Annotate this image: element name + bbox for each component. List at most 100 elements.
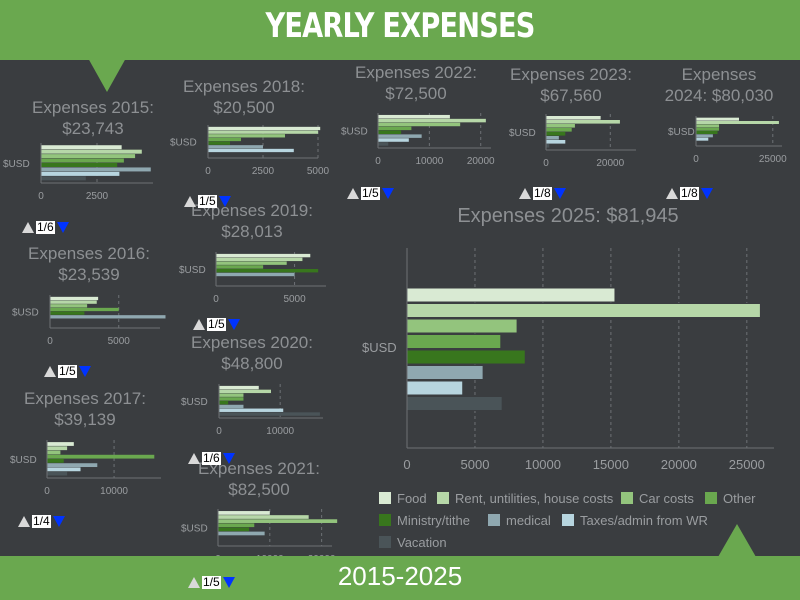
legend-swatch <box>562 514 574 526</box>
pager-prev-icon[interactable] <box>193 319 205 331</box>
x-tick-label: 5000 <box>283 294 306 305</box>
bar-vacation <box>378 142 389 146</box>
chart-title: Expenses 2015: <box>32 98 154 117</box>
pager-count: 1/8 <box>680 186 699 201</box>
chart-pager: 1/5 <box>347 186 394 201</box>
pager-count: 1/5 <box>202 575 221 590</box>
chart-title: $23,743 <box>62 119 123 138</box>
legend-swatch <box>379 514 391 526</box>
y-axis-label: $USD <box>179 265 206 276</box>
y-axis-label: $USD <box>170 138 197 149</box>
pager-next-icon[interactable] <box>381 188 394 200</box>
chart-title: Expenses 2016: <box>28 244 150 263</box>
y-axis-label: $USD <box>12 308 39 319</box>
bar-rent-untilities-house-costs <box>219 389 271 394</box>
chart-title: Expenses 2020: <box>191 333 313 352</box>
pager-count: 1/5 <box>361 186 380 201</box>
x-tick-label: 5000 <box>461 457 490 472</box>
y-axis-label: $USD <box>509 128 536 139</box>
bar-medical <box>406 365 484 380</box>
bar-other <box>208 137 241 142</box>
pager-prev-icon[interactable] <box>519 188 531 200</box>
bar-medical <box>696 134 713 138</box>
chart-pager: 1/5 <box>188 575 235 590</box>
footer-banner <box>0 556 800 600</box>
pager-count: 1/5 <box>198 194 217 209</box>
footer-pointer <box>718 524 756 557</box>
header-pointer <box>88 58 126 92</box>
bar-vacation <box>41 176 86 181</box>
pager-next-icon[interactable] <box>222 453 235 465</box>
bar-food <box>208 126 321 131</box>
bar-rent-untilities-house-costs <box>216 257 303 262</box>
bar-medical <box>219 404 244 409</box>
pager-next-icon[interactable] <box>52 516 65 528</box>
bar-other <box>41 158 124 163</box>
bar-car-costs <box>406 318 518 334</box>
pager-next-icon[interactable] <box>78 366 91 378</box>
bar-car-costs <box>218 519 338 523</box>
bar-ministry-tithe <box>41 163 118 167</box>
x-tick-label: 10000 <box>100 486 128 497</box>
pager-next-icon[interactable] <box>700 188 713 200</box>
y-axis-label: $USD <box>3 159 30 170</box>
legend-label: Car costs <box>639 491 694 506</box>
chart-title: Expenses 2022: <box>355 63 477 82</box>
bar-ministry-tithe <box>218 527 250 532</box>
bar-food <box>546 116 601 120</box>
legend-swatch <box>437 492 449 504</box>
x-tick-label: 0 <box>47 336 53 347</box>
x-tick-label: 10000 <box>266 426 294 437</box>
pager-next-icon[interactable] <box>218 196 231 208</box>
x-tick-label: 20000 <box>467 156 495 167</box>
x-tick-label: 2500 <box>86 191 109 202</box>
pager-prev-icon[interactable] <box>666 188 678 200</box>
bar-ministry-tithe <box>208 141 230 145</box>
bar-taxes-admin-from-wr <box>546 140 566 144</box>
pager-prev-icon[interactable] <box>188 453 200 465</box>
pager-prev-icon[interactable] <box>18 516 30 528</box>
chart-pager: 1/8 <box>519 186 566 201</box>
pager-prev-icon[interactable] <box>184 196 196 208</box>
bar-vacation <box>546 144 550 148</box>
chart-pager: 1/5 <box>193 317 240 332</box>
pager-prev-icon[interactable] <box>188 577 200 589</box>
legend-label: Vacation <box>397 535 447 550</box>
bar-car-costs <box>378 122 461 127</box>
x-tick-label: 0 <box>38 191 44 202</box>
bar-taxes-admin-from-wr <box>406 380 464 396</box>
header-banner <box>0 0 800 60</box>
bar-rent-untilities-house-costs <box>546 120 620 124</box>
bar-ministry-tithe <box>216 269 319 273</box>
pager-prev-icon[interactable] <box>22 222 34 234</box>
pager-prev-icon[interactable] <box>347 188 359 200</box>
y-axis-label: $USD <box>10 455 37 466</box>
bar-vacation <box>406 396 503 411</box>
bar-rent-untilities-house-costs <box>50 300 97 304</box>
bar-ministry-tithe <box>50 311 85 315</box>
pager-next-icon[interactable] <box>222 577 235 589</box>
pager-next-icon[interactable] <box>56 222 69 234</box>
bar-car-costs <box>216 261 287 265</box>
pager-next-icon[interactable] <box>553 188 566 200</box>
legend-label: medical <box>506 513 551 528</box>
pager-next-icon[interactable] <box>227 319 240 331</box>
bar-other <box>219 397 244 401</box>
bar-car-costs <box>41 154 136 159</box>
bar-medical <box>378 134 422 138</box>
bar-food <box>50 296 99 301</box>
legend-label: Food <box>397 491 427 506</box>
x-tick-label: 25000 <box>729 457 765 472</box>
bar-other <box>50 307 119 312</box>
pager-count: 1/6 <box>202 451 221 466</box>
x-tick-label: 5000 <box>307 166 330 177</box>
bar-taxes-admin-from-wr <box>208 148 294 153</box>
bar-ministry-tithe <box>696 131 718 134</box>
chart-title: $39,139 <box>54 410 115 429</box>
bar-ministry-tithe <box>219 401 229 405</box>
pager-count: 1/8 <box>533 186 552 201</box>
bar-rent-untilities-house-costs <box>41 149 142 154</box>
pager-prev-icon[interactable] <box>44 366 56 378</box>
bar-taxes-admin-from-wr <box>696 137 709 141</box>
